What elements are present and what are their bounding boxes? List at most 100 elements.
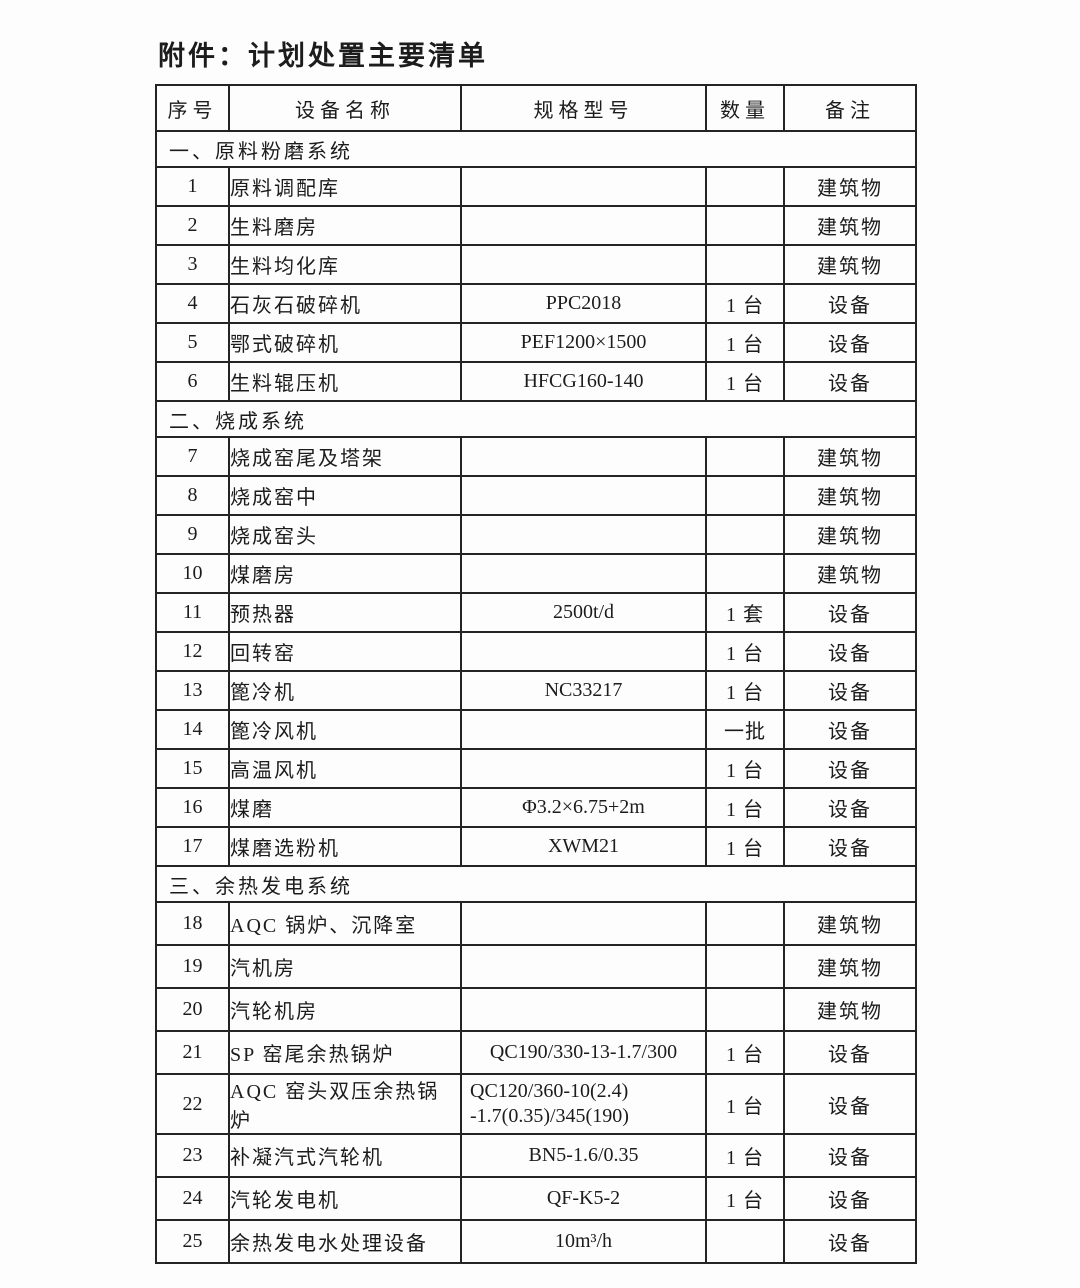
cell-name: 鄂式破碎机: [228, 322, 462, 363]
cell-spec: [460, 244, 707, 285]
section-label: 一、原料粉磨系统: [155, 130, 917, 168]
cell-serial: 18: [155, 901, 230, 946]
cell-name: 回转窑: [228, 631, 462, 672]
cell-serial: 17: [155, 826, 230, 867]
cell-note: 设备: [783, 826, 917, 867]
cell-serial: 8: [155, 475, 230, 516]
cell-note: 设备: [783, 709, 917, 750]
header-row: 序号 设备名称 规格型号 数量 备注: [155, 84, 917, 132]
cell-spec: [460, 631, 707, 672]
cell-serial: 7: [155, 436, 230, 477]
cell-spec: PPC2018: [460, 283, 707, 324]
cell-note: 设备: [783, 361, 917, 402]
cell-qty: 1 台: [705, 670, 785, 711]
cell-serial: 4: [155, 283, 230, 324]
cell-serial: 22: [155, 1073, 230, 1135]
section-label: 二、烧成系统: [155, 400, 917, 438]
item-row: 25 余热发电水处理设备 10m³/h 设备: [155, 1219, 917, 1264]
cell-name: AQC 锅炉、沉降室: [228, 901, 462, 946]
cell-qty: 1 套: [705, 592, 785, 633]
cell-name: 汽轮发电机: [228, 1176, 462, 1221]
cell-name: 煤磨: [228, 787, 462, 828]
table-header: 序号 设备名称 规格型号 数量 备注: [155, 84, 917, 132]
cell-note: 设备: [783, 322, 917, 363]
cell-serial: 11: [155, 592, 230, 633]
cell-name: 生料均化库: [228, 244, 462, 285]
cell-qty: 一批: [705, 709, 785, 750]
cell-qty: [705, 436, 785, 477]
cell-spec: [460, 901, 707, 946]
cell-qty: [705, 901, 785, 946]
cell-spec: [460, 475, 707, 516]
column-header-qty: 数量: [705, 84, 785, 132]
equipment-table-body: 一、原料粉磨系统 1 原料调配库 建筑物 2 生料磨房 建筑物 3 生料均化库 建筑物 4 石灰石破碎…: [155, 130, 917, 1264]
cell-spec: [460, 709, 707, 750]
cell-spec: PEF1200×1500: [460, 322, 707, 363]
item-row: 22 AQC 窑头双压余热锅炉 QC120/360-10(2.4) -1.7(0.3…: [155, 1073, 917, 1135]
cell-name: 汽机房: [228, 944, 462, 989]
cell-name: 煤磨房: [228, 553, 462, 594]
cell-note: 建筑物: [783, 475, 917, 516]
cell-serial: 15: [155, 748, 230, 789]
cell-spec: [460, 553, 707, 594]
cell-note: 设备: [783, 1219, 917, 1264]
cell-name: 石灰石破碎机: [228, 283, 462, 324]
cell-serial: 13: [155, 670, 230, 711]
cell-serial: 9: [155, 514, 230, 555]
cell-name: 高温风机: [228, 748, 462, 789]
cell-note: 设备: [783, 283, 917, 324]
page-title: 附件：计划处置主要清单: [158, 41, 488, 71]
item-row: 17 煤磨选粉机 XWM21 1 台设备: [155, 826, 917, 867]
cell-qty: [705, 475, 785, 516]
item-row: 24 汽轮发电机 QF-K5-2 1 台设备: [155, 1176, 917, 1221]
cell-name: 生料磨房: [228, 205, 462, 246]
cell-serial: 21: [155, 1030, 230, 1075]
cell-qty: [705, 944, 785, 989]
column-header-note: 备注: [783, 84, 917, 132]
cell-serial: 10: [155, 553, 230, 594]
cell-serial: 24: [155, 1176, 230, 1221]
cell-spec: 10m³/h: [460, 1219, 707, 1264]
item-row: 20 汽轮机房 建筑物: [155, 987, 917, 1032]
column-header-spec: 规格型号: [460, 84, 707, 132]
item-row: 19 汽机房 建筑物: [155, 944, 917, 989]
cell-note: 建筑物: [783, 244, 917, 285]
cell-note: 设备: [783, 787, 917, 828]
cell-note: 建筑物: [783, 944, 917, 989]
cell-note: 设备: [783, 670, 917, 711]
cell-spec: [460, 748, 707, 789]
cell-serial: 1: [155, 166, 230, 207]
cell-spec: XWM21: [460, 826, 707, 867]
cell-qty: 1 台: [705, 1176, 785, 1221]
item-row: 11 预热器 2500t/d 1 套设备: [155, 592, 917, 633]
item-row: 8 烧成窑中 建筑物: [155, 475, 917, 516]
item-row: 7 烧成窑尾及塔架 建筑物: [155, 436, 917, 477]
item-row: 9 烧成窑头 建筑物: [155, 514, 917, 555]
cell-serial: 5: [155, 322, 230, 363]
cell-spec: HFCG160-140: [460, 361, 707, 402]
cell-name: 生料辊压机: [228, 361, 462, 402]
cell-spec: [460, 987, 707, 1032]
cell-serial: 14: [155, 709, 230, 750]
item-row: 6 生料辊压机 HFCG160-140 1 台设备: [155, 361, 917, 402]
section-row: 一、原料粉磨系统: [155, 130, 917, 168]
item-row: 4 石灰石破碎机 PPC2018 1 台设备: [155, 283, 917, 324]
cell-spec: QF-K5-2: [460, 1176, 707, 1221]
cell-qty: [705, 244, 785, 285]
cell-name: 烧成窑尾及塔架: [228, 436, 462, 477]
equipment-table: 序号 设备名称 规格型号 数量 备注 一、原料粉磨系统 1 原料调配库 建筑物 2 生料磨…: [155, 84, 917, 1264]
cell-qty: 1 台: [705, 361, 785, 402]
cell-note: 建筑物: [783, 901, 917, 946]
cell-spec: Φ3.2×6.75+2m: [460, 787, 707, 828]
cell-serial: 3: [155, 244, 230, 285]
cell-qty: 1 台: [705, 1073, 785, 1135]
cell-note: 设备: [783, 1176, 917, 1221]
cell-name: 余热发电水处理设备: [228, 1219, 462, 1264]
cell-note: 建筑物: [783, 166, 917, 207]
cell-note: 设备: [783, 1133, 917, 1178]
section-row: 二、烧成系统: [155, 400, 917, 438]
section-label: 三、余热发电系统: [155, 865, 917, 903]
cell-name: AQC 窑头双压余热锅炉: [228, 1073, 462, 1135]
item-row: 5 鄂式破碎机 PEF1200×1500 1 台设备: [155, 322, 917, 363]
